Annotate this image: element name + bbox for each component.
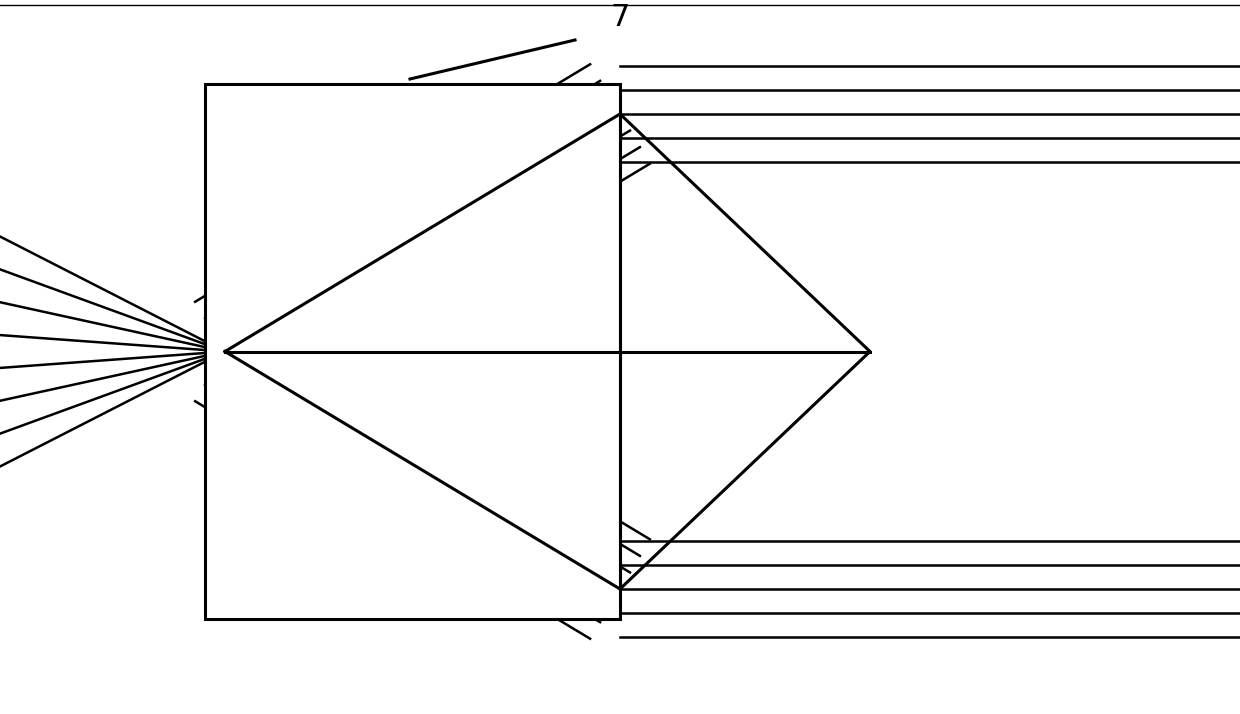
Bar — [205, 84, 620, 619]
Text: 7: 7 — [610, 4, 630, 33]
